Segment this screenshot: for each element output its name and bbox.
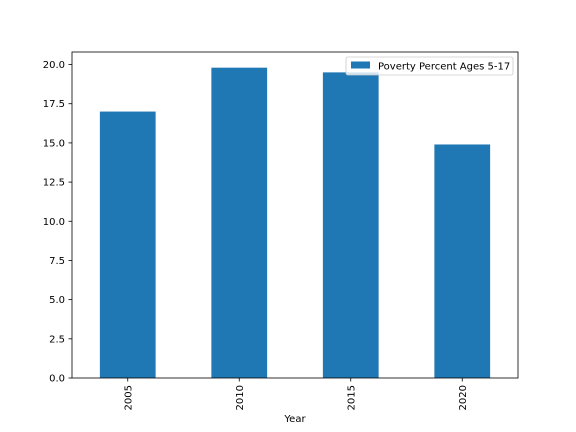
bar-2005 xyxy=(99,111,156,379)
legend: Poverty Percent Ages 5-17 xyxy=(345,56,514,76)
x-tick-label: 2005 xyxy=(123,385,134,410)
y-tick-label: 7.5 xyxy=(49,256,65,267)
x-tick-label: 2020 xyxy=(458,385,469,410)
x-axis: 2005 2010 2015 2020 xyxy=(123,378,469,410)
bar-2015 xyxy=(322,72,379,378)
plot-area-frame xyxy=(71,51,519,379)
bar-2010 xyxy=(211,67,268,378)
y-tick-label: 12.5 xyxy=(43,178,65,189)
legend-swatch xyxy=(351,61,370,69)
x-tick-label: 2015 xyxy=(346,385,357,410)
legend-box xyxy=(345,56,514,76)
x-axis-label: Year xyxy=(283,414,306,425)
bar-2020 xyxy=(434,144,491,378)
y-tick-label: 2.5 xyxy=(49,334,65,345)
y-tick-label: 10.0 xyxy=(43,217,65,228)
y-tick-label: 5.0 xyxy=(49,295,65,306)
x-tick-label: 2010 xyxy=(235,385,246,410)
y-axis: 0.0 2.5 5.0 7.5 10.0 12.5 15.0 17.5 20.0 xyxy=(43,60,72,385)
y-tick-label: 17.5 xyxy=(43,99,65,110)
y-tick-label: 0.0 xyxy=(49,374,65,385)
legend-label: Poverty Percent Ages 5-17 xyxy=(378,62,510,73)
y-tick-label: 20.0 xyxy=(43,60,65,71)
y-tick-label: 15.0 xyxy=(43,138,65,149)
bars xyxy=(99,67,491,379)
